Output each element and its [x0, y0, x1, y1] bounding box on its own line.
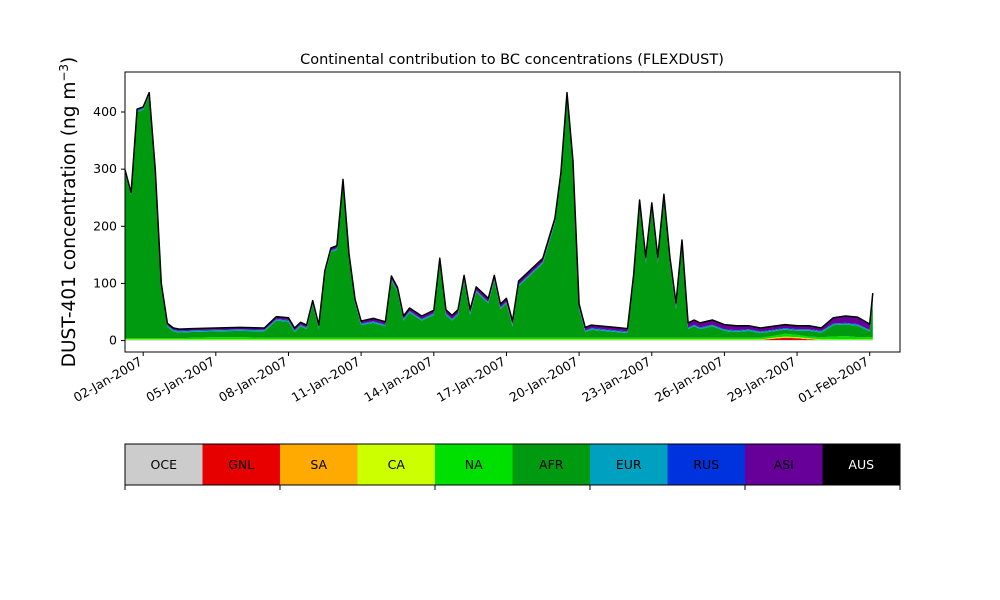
colorbar-cell-eur: [590, 444, 668, 485]
x-tick-label: 20-Jan-2007: [507, 354, 581, 405]
x-tick-label: 01-Feb-2007: [795, 354, 871, 406]
x-tick-label: 02-Jan-2007: [71, 354, 145, 405]
x-tick-label: 05-Jan-2007: [143, 354, 217, 405]
y-axis-label-prefix: DUST-401 concentration (ng m: [59, 82, 80, 368]
area-ca: [125, 336, 873, 340]
x-tick-label: 08-Jan-2007: [216, 354, 290, 405]
x-tick-label: 26-Jan-2007: [652, 354, 726, 405]
colorbar-cell-rus: [667, 444, 746, 485]
y-axis-label-sup: −3: [57, 64, 71, 82]
x-tick-label: 11-Jan-2007: [289, 354, 363, 405]
colorbar-label-rus: RUS: [693, 457, 719, 472]
y-tick-label: 300: [93, 161, 117, 176]
x-tick-label: 14-Jan-2007: [361, 354, 435, 405]
colorbar-label-gnl: GNL: [228, 457, 254, 472]
y-axis-label: DUST-401 concentration (ng m−3): [57, 57, 80, 368]
colorbar-cell-gnl: [202, 444, 281, 485]
colorbar-label-oce: OCE: [151, 457, 178, 472]
colorbar-cell-asi: [745, 444, 823, 485]
colorbar-label-sa: SA: [310, 457, 327, 472]
region-colorbar: OCE GNL SA CA NA AFR EUR RUS ASI AUS: [124, 443, 901, 490]
colorbar-label-aus: AUS: [848, 457, 874, 472]
colorbar-label-eur: EUR: [616, 457, 642, 472]
y-tick-label: 200: [93, 218, 117, 233]
x-tick-label: 23-Jan-2007: [579, 354, 653, 405]
total-line: [124, 91, 874, 330]
colorbar-frame: [124, 443, 901, 486]
y-tick-label: 400: [93, 104, 117, 119]
colorbar-label-na: NA: [465, 457, 483, 472]
y-axis-label-suffix: ): [59, 57, 80, 64]
area-na: [125, 333, 873, 340]
chart-title: Continental contribution to BC concentra…: [300, 52, 724, 68]
colorbar-cell-aus: [822, 444, 901, 485]
colorbar-label-ca: CA: [388, 457, 406, 472]
colorbar-cell-na: [435, 444, 513, 485]
y-axis-ticks: 0 100 200 300 400: [93, 104, 125, 348]
x-tick-label: 17-Jan-2007: [434, 354, 508, 405]
plot-frame: [124, 71, 901, 353]
colorbar-cell-oce: [125, 444, 203, 485]
total-outline: [124, 91, 874, 330]
x-tick-label: 29-Jan-2007: [725, 354, 799, 405]
y-tick-label: 100: [93, 275, 117, 290]
stacked-areas: [125, 92, 873, 341]
y-tick-label: 0: [109, 333, 117, 348]
colorbar-cell-ca: [357, 444, 436, 485]
colorbar-label-afr: AFR: [539, 457, 564, 472]
area-oce: [125, 340, 873, 341]
area-gnl: [125, 337, 873, 340]
colorbar-label-asi: ASI: [774, 457, 794, 472]
colorbar-cell-sa: [280, 444, 358, 485]
colorbar-cell-afr: [512, 444, 591, 485]
x-axis-ticks: 02-Jan-200705-Jan-200708-Jan-200711-Jan-…: [71, 352, 871, 406]
